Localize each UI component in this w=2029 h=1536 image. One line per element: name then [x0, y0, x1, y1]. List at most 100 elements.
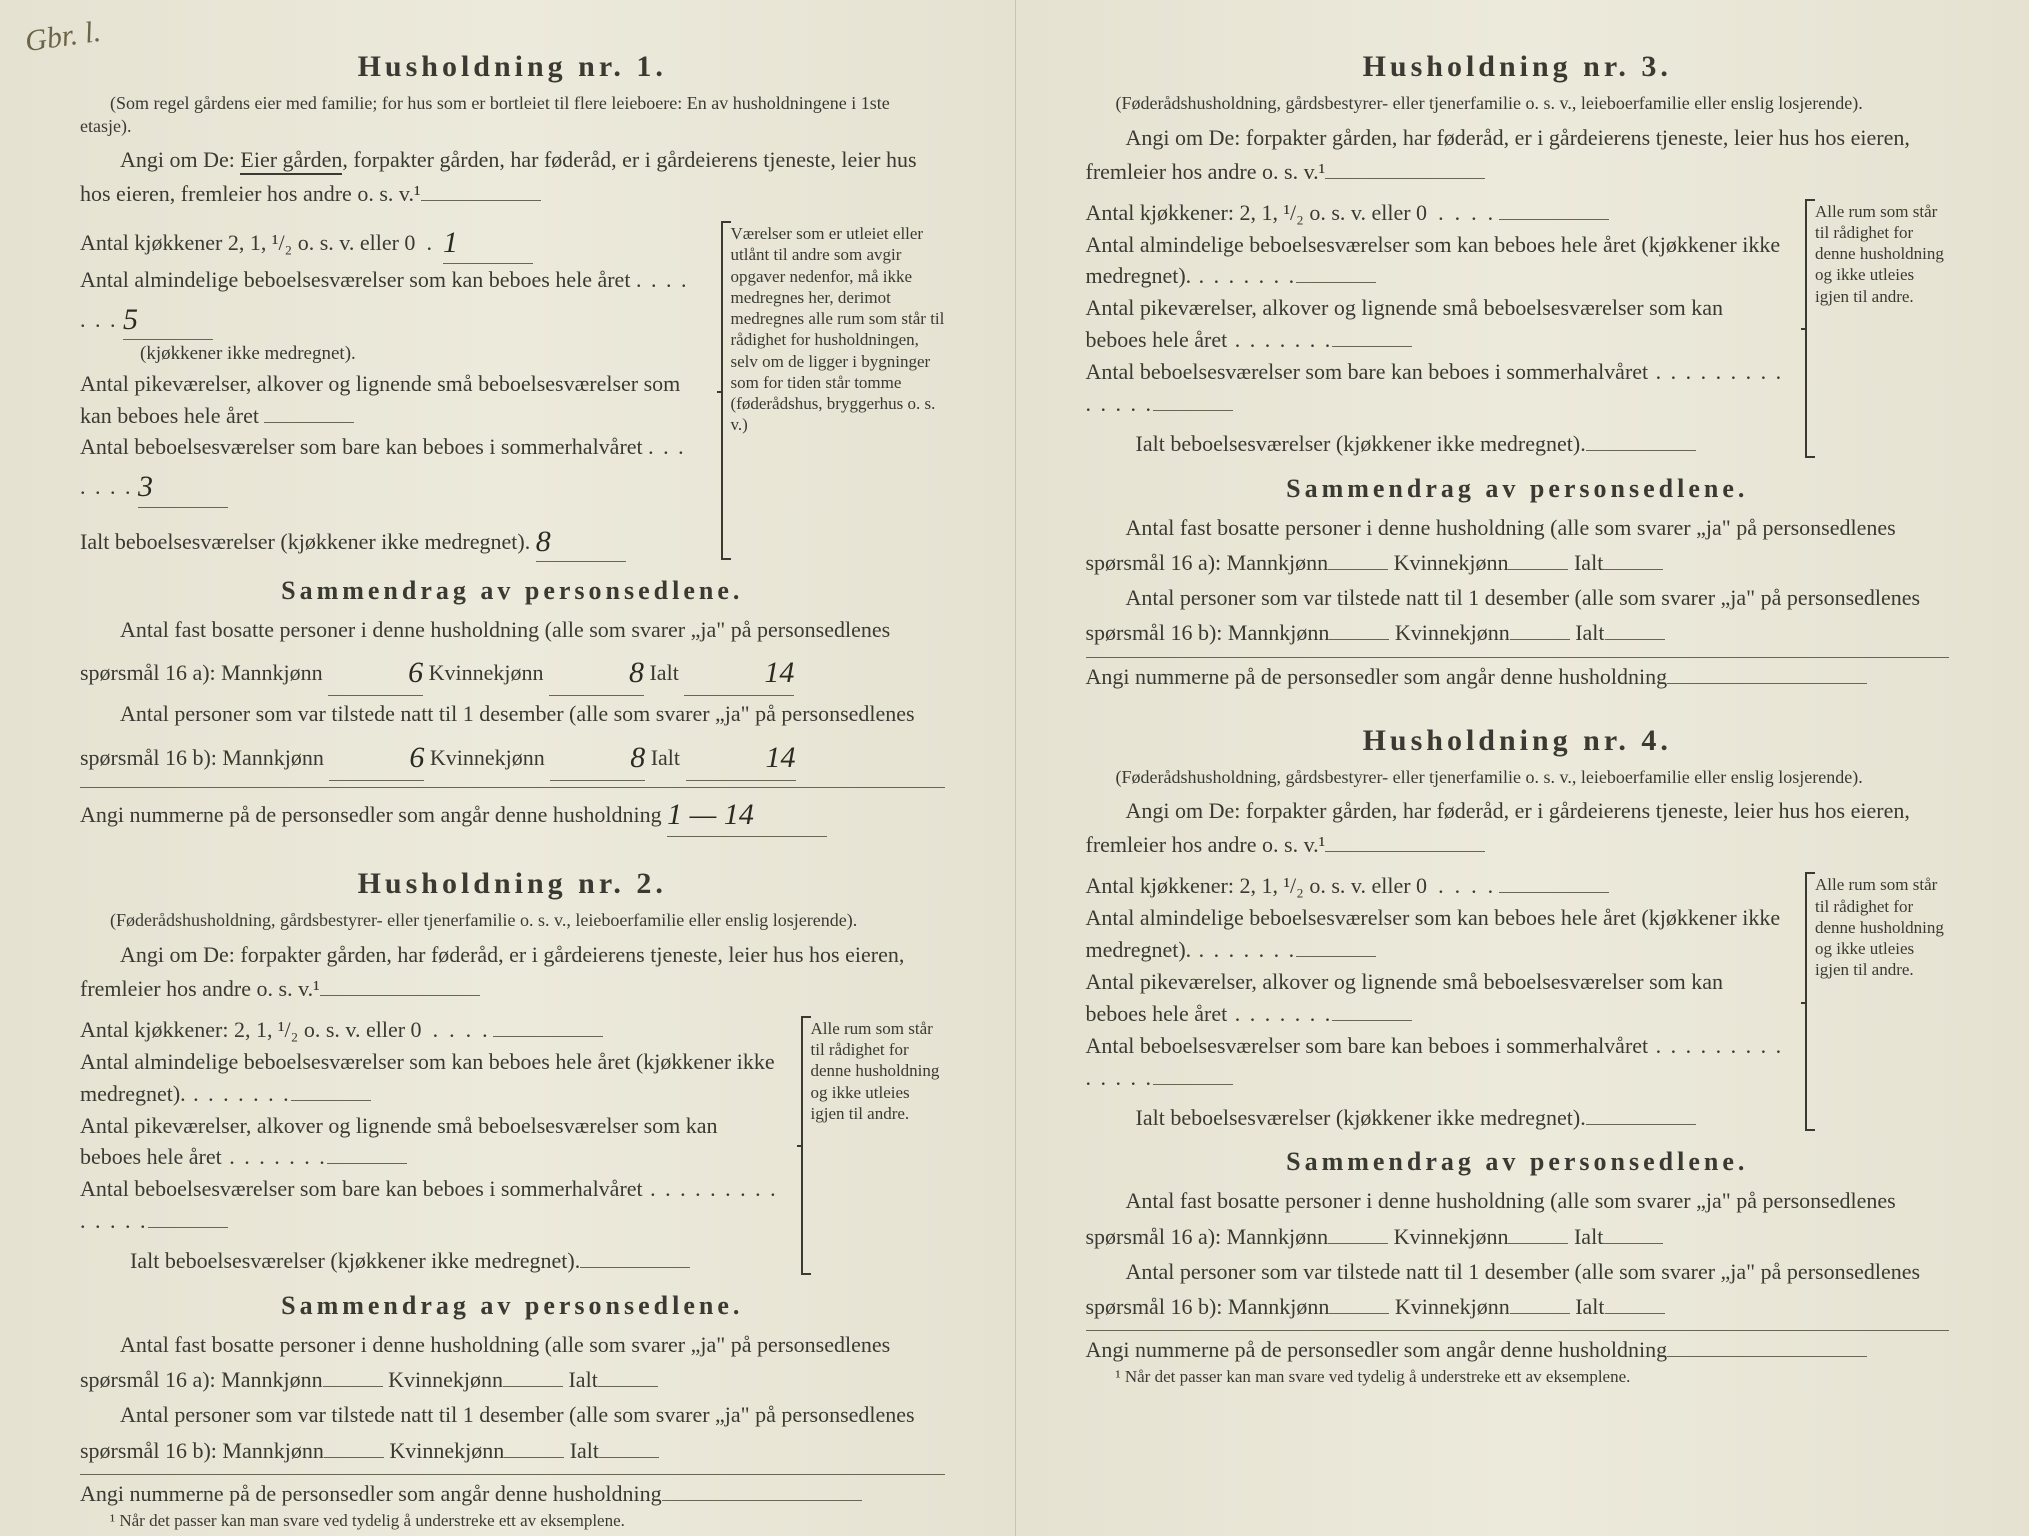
- footnote-right: ¹ Når det passer kan man svare ved tydel…: [1086, 1367, 1950, 1387]
- val-kjokkener: 1: [443, 221, 458, 265]
- q-pike-label: Antal pikeværelser, alkover og lignende …: [80, 1113, 718, 1170]
- angi-text: Angi om De: forpakter gården, har føderå…: [80, 942, 904, 1001]
- val-almindelige: 5: [123, 298, 138, 342]
- para-fast-3: Antal fast bosatte personer i denne hush…: [1086, 510, 1950, 580]
- right-page: Husholdning nr. 3. (Føderådshusholdning,…: [1015, 0, 2029, 1536]
- household-1-questions-left: Antal kjøkkener 2, 1, ¹/₂ o. s. v. eller…: [80, 219, 701, 562]
- q-sommer-4: Antal beboelsesværelser som bare kan beb…: [1086, 1030, 1786, 1094]
- kvinne-a: 8: [589, 649, 644, 697]
- kvinne-label: Kvinnekjønn: [429, 660, 544, 685]
- q-sommer: Antal beboelsesværelser som bare kan beb…: [80, 431, 701, 507]
- household-1: Husholdning nr. 1. (Som regel gårdens ei…: [80, 50, 945, 837]
- household-2-subnote: (Føderådshusholdning, gårdsbestyrer- ell…: [80, 909, 945, 932]
- household-1-sidenote: Værelser som er utleiet eller utlånt til…: [715, 219, 945, 562]
- household-1-subnote: (Som regel gårdens eier med familie; for…: [80, 92, 945, 137]
- q-ialt-label: Ialt beboelsesværelser (kjøkkener ikke m…: [1136, 1105, 1586, 1130]
- brace-icon: [1799, 870, 1813, 1133]
- q-ialt: Ialt beboelsesværelser (kjøkkener ikke m…: [80, 518, 701, 563]
- q-pike: Antal pikeværelser, alkover og lignende …: [80, 368, 701, 432]
- ialt-label: Ialt: [649, 660, 678, 685]
- section-title-2: Sammendrag av personsedlene.: [80, 1291, 945, 1321]
- q-pike-label: Antal pikeværelser, alkover og lignende …: [1086, 969, 1724, 1026]
- section-title-4: Sammendrag av personsedlene.: [1086, 1147, 1950, 1177]
- ialt-label-b: Ialt: [1575, 1294, 1604, 1319]
- q-almindelige-label: Antal almindelige beboelsesværelser som …: [1086, 232, 1781, 289]
- household-2-sidenote: Alle rum som står til rådighet for denne…: [795, 1014, 945, 1277]
- q-pike-2: Antal pikeværelser, alkover og lignende …: [80, 1110, 781, 1174]
- household-3-questions-left: Antal kjøkkener: 2, 1, ¹/₂ o. s. v. elle…: [1086, 197, 1786, 460]
- sidenote-text: Alle rum som står til rådighet for denne…: [1815, 202, 1944, 306]
- q-kjokkener-2: Antal kjøkkener: 2, 1, ¹/₂ o. s. v. elle…: [80, 1014, 781, 1046]
- divider: [1086, 657, 1950, 658]
- q-pike-3: Antal pikeværelser, alkover og lignende …: [1086, 292, 1786, 356]
- angi-prefix: Angi om De:: [120, 147, 235, 172]
- sidenote-text: Alle rum som står til rådighet for denne…: [811, 1019, 940, 1123]
- nummerne-4: Angi nummerne på de personsedler som ang…: [1086, 1333, 1950, 1367]
- household-3-sidenote: Alle rum som står til rådighet for denne…: [1799, 197, 1949, 460]
- q-ialt-4: Ialt beboelsesværelser (kjøkkener ikke m…: [1086, 1102, 1786, 1134]
- ialt-label: Ialt: [568, 1367, 597, 1392]
- q-sommer-label: Antal beboelsesværelser som bare kan beb…: [1086, 359, 1649, 384]
- para-tilstede-1: Antal personer som var tilstede natt til…: [80, 696, 945, 780]
- kvinne-label-b: Kvinnekjønn: [389, 1438, 504, 1463]
- val-ialt: 8: [536, 520, 551, 564]
- household-2-questions-left: Antal kjøkkener: 2, 1, ¹/₂ o. s. v. elle…: [80, 1014, 781, 1277]
- q-almindelige-note: (kjøkkener ikke medregnet).: [80, 340, 701, 368]
- brace-icon: [795, 1014, 809, 1277]
- nummerne-3: Angi nummerne på de personsedler som ang…: [1086, 660, 1950, 694]
- kvinne-label-b: Kvinnekjønn: [1395, 620, 1510, 645]
- q-almindelige-label: Antal almindelige beboelsesværelser som …: [80, 267, 630, 292]
- nummer-val: 1 — 14: [667, 792, 754, 839]
- val-sommer: 3: [138, 465, 153, 509]
- kvinne-label: Kvinnekjønn: [1394, 1224, 1509, 1249]
- ialt-label-b: Ialt: [1575, 620, 1604, 645]
- page-spread: Gbr. l. Husholdning nr. 1. (Som regel gå…: [0, 0, 2029, 1536]
- q-pike-label: Antal pikeværelser, alkover og lignende …: [80, 371, 680, 428]
- household-4-questions-left: Antal kjøkkener: 2, 1, ¹/₂ o. s. v. elle…: [1086, 870, 1786, 1133]
- para-fast-1: Antal fast bosatte personer i denne hush…: [80, 612, 945, 696]
- q-ialt-3: Ialt beboelsesværelser (kjøkkener ikke m…: [1086, 428, 1786, 460]
- household-2-title: Husholdning nr. 2.: [80, 867, 945, 901]
- q-sommer-2: Antal beboelsesværelser som bare kan beb…: [80, 1173, 781, 1237]
- q-almindelige-3: Antal almindelige beboelsesværelser som …: [1086, 229, 1786, 293]
- nummerne-label: Angi nummerne på de personsedler som ang…: [80, 802, 662, 827]
- household-1-questions: Antal kjøkkener 2, 1, ¹/₂ o. s. v. eller…: [80, 219, 945, 562]
- q-ialt-2: Ialt beboelsesværelser (kjøkkener ikke m…: [80, 1245, 781, 1277]
- section-title-1: Sammendrag av personsedlene.: [80, 576, 945, 606]
- angi-text: Angi om De: forpakter gården, har føderå…: [1086, 798, 1910, 857]
- nummerne-label: Angi nummerne på de personsedler som ang…: [80, 1481, 662, 1506]
- kvinne-label: Kvinnekjønn: [1394, 550, 1509, 575]
- nummerne-1: Angi nummerne på de personsedler som ang…: [80, 790, 945, 838]
- household-2-angi: Angi om De: forpakter gården, har føderå…: [80, 938, 945, 1006]
- ialt-a: 14: [724, 649, 794, 697]
- q-kjokkener-label: Antal kjøkkener: 2, 1, ¹/₂ o. s. v. elle…: [80, 1017, 422, 1042]
- nummerne-label: Angi nummerne på de personsedler som ang…: [1086, 664, 1668, 689]
- q-kjokkener-4: Antal kjøkkener: 2, 1, ¹/₂ o. s. v. elle…: [1086, 870, 1786, 902]
- para-fast-2: Antal fast bosatte personer i denne hush…: [80, 1327, 945, 1397]
- q-almindelige-label: Antal almindelige beboelsesværelser som …: [80, 1049, 775, 1106]
- kvinne-label-b: Kvinnekjønn: [430, 745, 545, 770]
- ialt-label-b: Ialt: [651, 745, 680, 770]
- para-tilstede-4: Antal personer som var tilstede natt til…: [1086, 1254, 1950, 1324]
- q-almindelige-2: Antal almindelige beboelsesværelser som …: [80, 1046, 781, 1110]
- q-kjokkener: Antal kjøkkener 2, 1, ¹/₂ o. s. v. eller…: [80, 219, 701, 264]
- sidenote-text: Alle rum som står til rådighet for denne…: [1815, 875, 1944, 979]
- q-ialt-label: Ialt beboelsesværelser (kjøkkener ikke m…: [130, 1248, 580, 1273]
- para-fast-4: Antal fast bosatte personer i denne hush…: [1086, 1183, 1950, 1253]
- left-page: Gbr. l. Husholdning nr. 1. (Som regel gå…: [0, 0, 1015, 1536]
- brace-icon: [715, 219, 729, 562]
- household-4-subnote: (Føderådshusholdning, gårdsbestyrer- ell…: [1086, 766, 1950, 789]
- mann-a: 6: [368, 649, 423, 697]
- footnote-left: ¹ Når det passer kan man svare ved tydel…: [80, 1511, 945, 1531]
- para-tilstede-2: Antal personer som var tilstede natt til…: [80, 1397, 945, 1467]
- q-almindelige-label: Antal almindelige beboelsesværelser som …: [1086, 905, 1781, 962]
- q-sommer-label: Antal beboelsesværelser som bare kan beb…: [80, 1176, 643, 1201]
- q-almindelige: Antal almindelige beboelsesværelser som …: [80, 264, 701, 368]
- household-4: Husholdning nr. 4. (Føderådshusholdning,…: [1086, 724, 1950, 1388]
- household-4-sidenote: Alle rum som står til rådighet for denne…: [1799, 870, 1949, 1133]
- household-3-angi: Angi om De: forpakter gården, har føderå…: [1086, 121, 1950, 189]
- q-kjokkener-label: Antal kjøkkener: 2, 1, ¹/₂ o. s. v. elle…: [1086, 873, 1428, 898]
- household-3: Husholdning nr. 3. (Føderådshusholdning,…: [1086, 50, 1950, 694]
- q-kjokkener-label: Antal kjøkkener: 2, 1, ¹/₂ o. s. v. elle…: [1086, 200, 1428, 225]
- household-3-title: Husholdning nr. 3.: [1086, 50, 1950, 84]
